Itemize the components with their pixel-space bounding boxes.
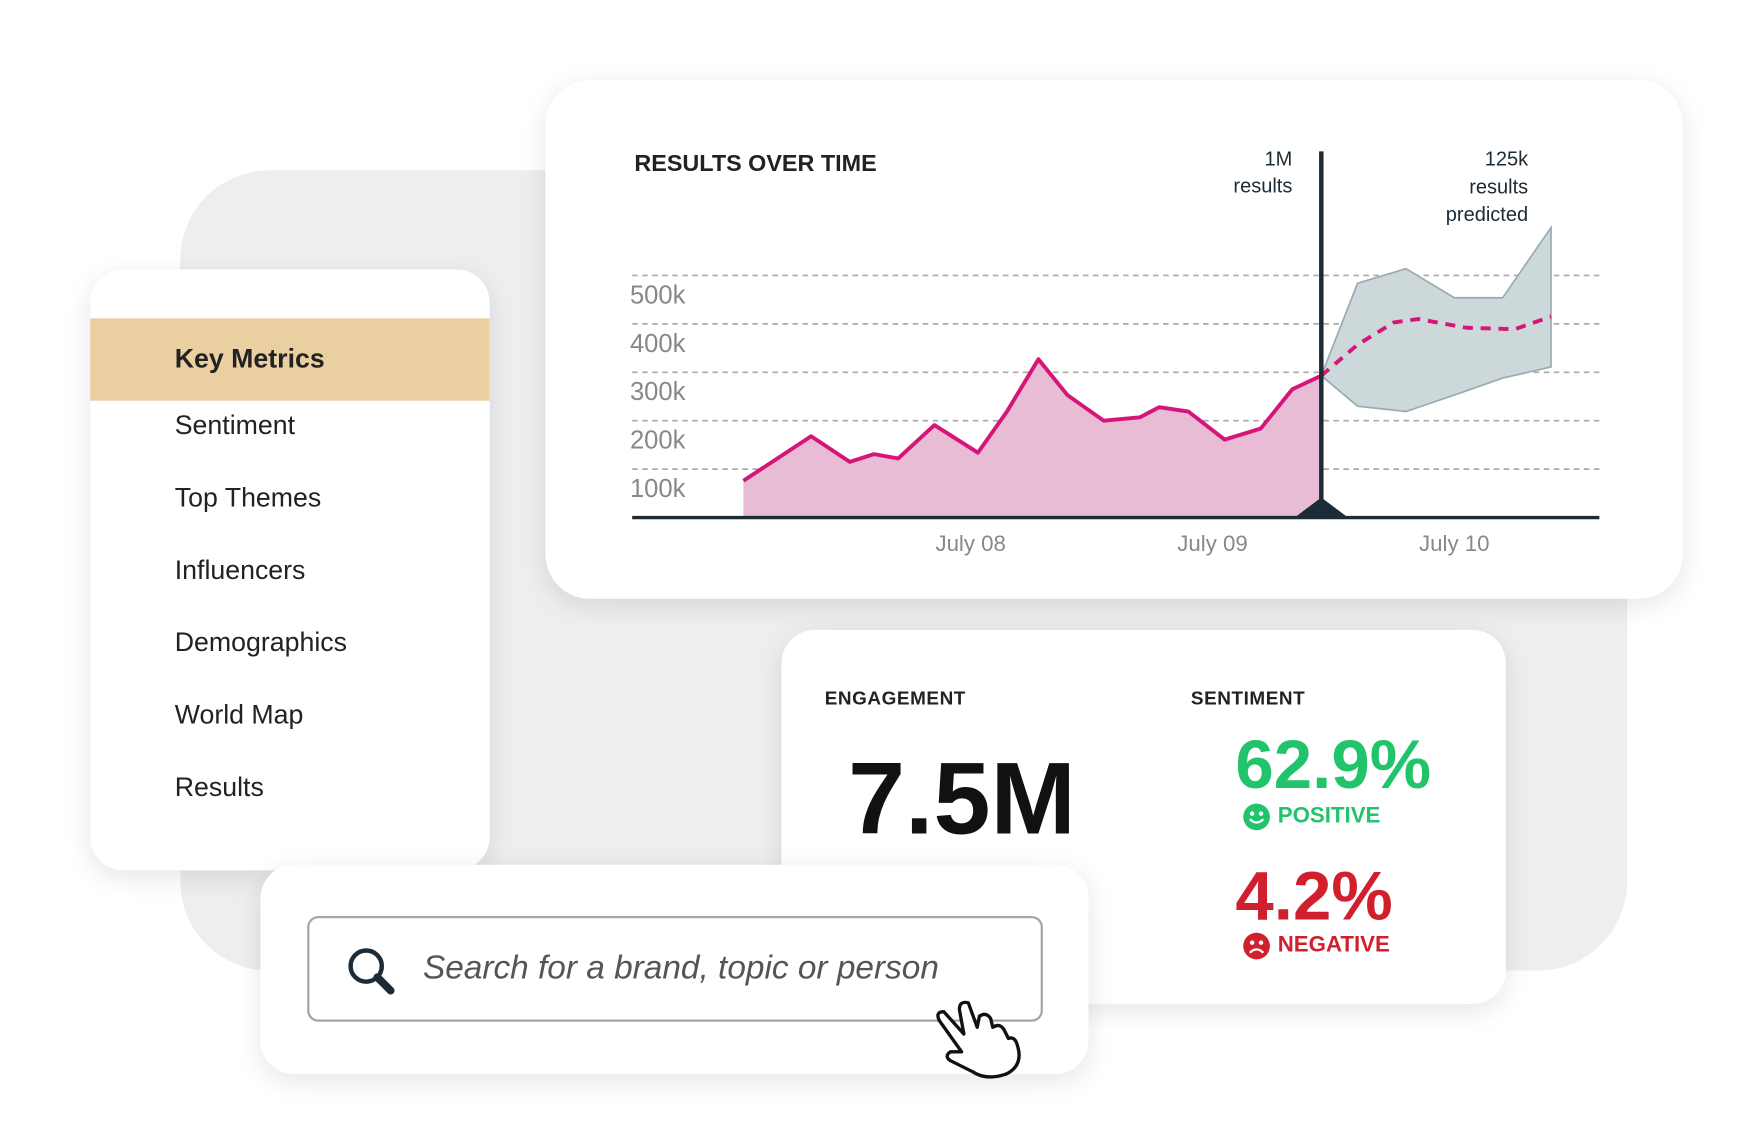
engagement-value: 7.5M	[848, 742, 1076, 856]
nav-item[interactable]: Key Metrics	[90, 318, 490, 401]
nav-item[interactable]: Sentiment	[174, 410, 296, 441]
hand-cursor	[936, 1000, 1021, 1079]
positive-value: 62.9%	[1235, 726, 1432, 804]
search-input[interactable]: Search for a brand, topic or person	[307, 915, 1043, 1022]
negative-value: 4.2%	[1235, 858, 1393, 935]
negative-icon	[1243, 932, 1270, 960]
chart-card	[545, 80, 1683, 599]
sentiment-label: SENTIMENT	[1190, 687, 1306, 709]
positive-icon	[1243, 803, 1270, 831]
nav-item[interactable]: Results	[174, 772, 264, 803]
search-placeholder: Search for a brand, topic or person	[422, 949, 939, 987]
nav-card: Key Metrics Sentiment Top Themes Influencer…	[90, 269, 490, 871]
search-icon	[348, 948, 395, 995]
nav-item[interactable]: World Map	[174, 700, 304, 731]
nav-item[interactable]: Demographics	[174, 627, 347, 658]
nav-item[interactable]: Top Themes	[174, 483, 322, 514]
search-card: Search for a brand, topic or person	[260, 864, 1089, 1079]
positive-label: POSITIVE	[1277, 803, 1381, 829]
engagement-label: ENGAGEMENT	[824, 687, 966, 709]
nav-item[interactable]: Influencers	[174, 555, 306, 586]
negative-label: NEGATIVE	[1277, 932, 1390, 958]
